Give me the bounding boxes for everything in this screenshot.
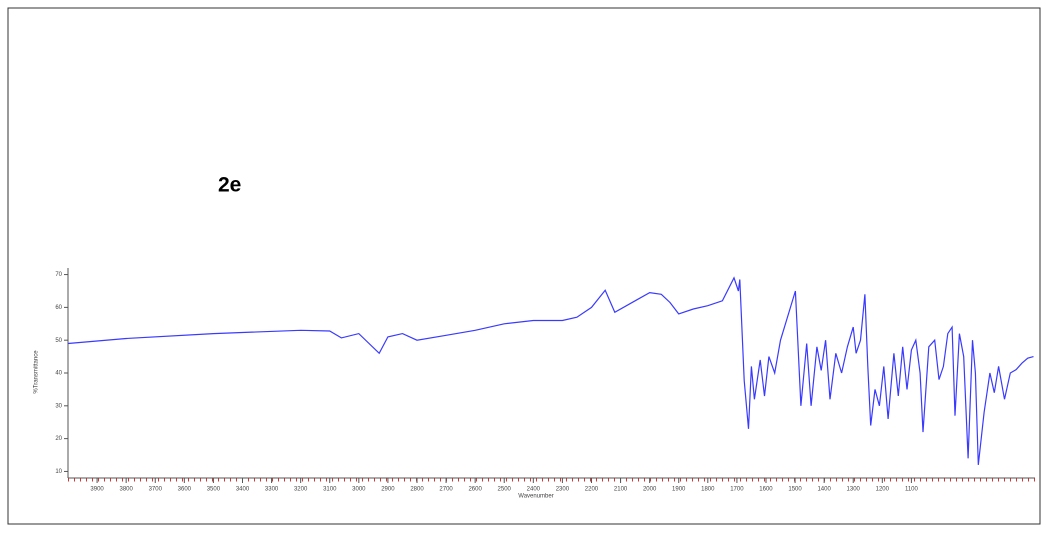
x-tick-label: 3400	[236, 487, 250, 493]
x-tick-label: 1800	[701, 487, 715, 493]
x-tick-label: 1200	[876, 487, 890, 493]
x-tick-label: 2400	[527, 487, 541, 493]
x-tick-label: 3200	[294, 487, 308, 493]
x-tick-label: 2000	[643, 487, 657, 493]
x-tick-label: 3700	[149, 487, 163, 493]
x-tick-label: 1600	[759, 487, 773, 493]
x-tick-label: 2600	[468, 487, 482, 493]
y-tick-label: 50	[55, 338, 62, 344]
x-tick-label: 3600	[178, 487, 192, 493]
x-tick-label: 2200	[585, 487, 599, 493]
x-tick-label: 3100	[323, 487, 337, 493]
x-tick-label: 2500	[498, 487, 512, 493]
spectrum-line	[67, 276, 1034, 465]
y-tick-label: 10	[55, 469, 62, 475]
x-tick-label: 1500	[788, 487, 802, 493]
frame	[7, 7, 1041, 525]
x-tick-label: 1700	[730, 487, 744, 493]
chart-title: 2e	[218, 174, 241, 197]
x-tick-label: 3900	[90, 487, 104, 493]
x-tick-label: 3500	[207, 487, 221, 493]
y-tick-label: 30	[55, 403, 62, 409]
x-tick-label: 2100	[614, 487, 628, 493]
y-tick-label: 40	[55, 371, 62, 377]
y-tick-label: 20	[55, 436, 62, 442]
y-tick-label: 60	[55, 305, 62, 311]
x-tick-label: 1900	[672, 487, 686, 493]
x-tick-label: 2800	[410, 487, 424, 493]
x-tick-label: 1100	[905, 487, 919, 493]
x-tick-label: 3300	[265, 487, 279, 493]
x-axis-label: Wavenumber	[518, 494, 553, 500]
x-tick-label: 3800	[119, 487, 133, 493]
x-tick-label: 1300	[847, 487, 861, 493]
x-tick-label: 2900	[381, 487, 395, 493]
y-axis-label: %Transmittance	[34, 350, 40, 394]
x-tick-label: 2700	[439, 487, 453, 493]
x-tick-label: 3000	[352, 487, 366, 493]
x-tick-label: 1400	[817, 487, 831, 493]
x-tick-label: 2300	[556, 487, 570, 493]
y-tick-label: 70	[55, 272, 62, 278]
